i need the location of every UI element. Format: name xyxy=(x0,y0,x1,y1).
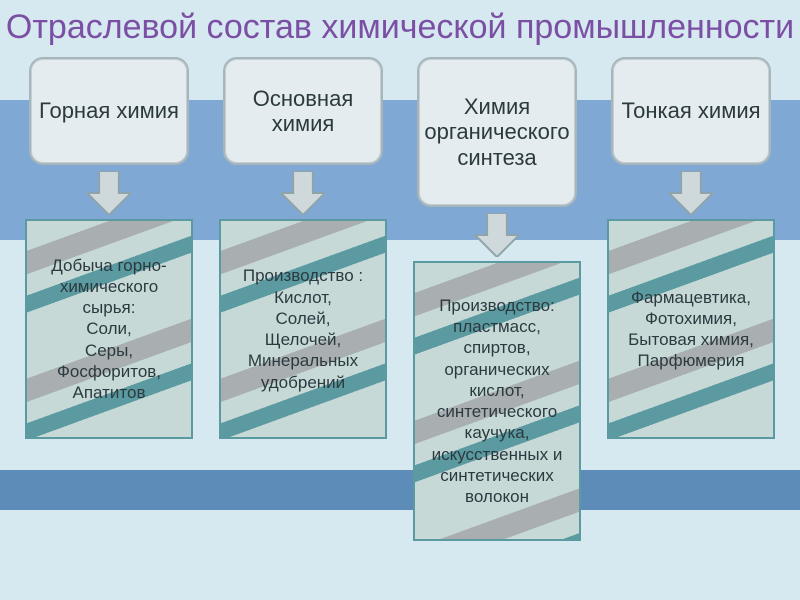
down-arrow-icon xyxy=(281,171,325,215)
category-box-basic: Основная химия xyxy=(223,57,383,165)
down-arrow-icon xyxy=(475,213,519,257)
column-organic: Химия органического синтеза Производство… xyxy=(411,57,583,541)
category-label: Химия органического синтеза xyxy=(424,94,569,170)
category-box-organic: Химия органического синтеза xyxy=(417,57,577,207)
category-label: Основная химия xyxy=(233,86,373,137)
category-box-mining: Горная химия xyxy=(29,57,189,165)
category-label: Горная химия xyxy=(39,98,179,123)
column-mining: Горная химия Добыча горно-химического сы… xyxy=(23,57,195,439)
column-fine: Тонкая химия Фармацевтика,Фотохимия,Быто… xyxy=(605,57,777,439)
detail-box-organic: Производство:пластмасс,спиртов,органичес… xyxy=(413,261,581,541)
detail-box-fine: Фармацевтика,Фотохимия,Бытовая химия,Пар… xyxy=(607,219,775,439)
detail-label: Добыча горно-химического сырья:Соли,Серы… xyxy=(33,255,185,404)
down-arrow-icon xyxy=(87,171,131,215)
detail-label: Фармацевтика,Фотохимия,Бытовая химия,Пар… xyxy=(628,287,754,372)
category-label: Тонкая химия xyxy=(621,98,760,123)
down-arrow-icon xyxy=(669,171,713,215)
detail-box-basic: Производство :Кислот,Солей,Щелочей,Минер… xyxy=(219,219,387,439)
category-box-fine: Тонкая химия xyxy=(611,57,771,165)
columns-container: Горная химия Добыча горно-химического сы… xyxy=(0,57,800,541)
page-title: Отраслевой состав химической промышленно… xyxy=(0,0,800,47)
detail-box-mining: Добыча горно-химического сырья:Соли,Серы… xyxy=(25,219,193,439)
detail-label: Производство:пластмасс,спиртов,органичес… xyxy=(421,295,573,508)
detail-label: Производство :Кислот,Солей,Щелочей,Минер… xyxy=(227,265,379,393)
column-basic: Основная химия Производство :Кислот,Соле… xyxy=(217,57,389,439)
